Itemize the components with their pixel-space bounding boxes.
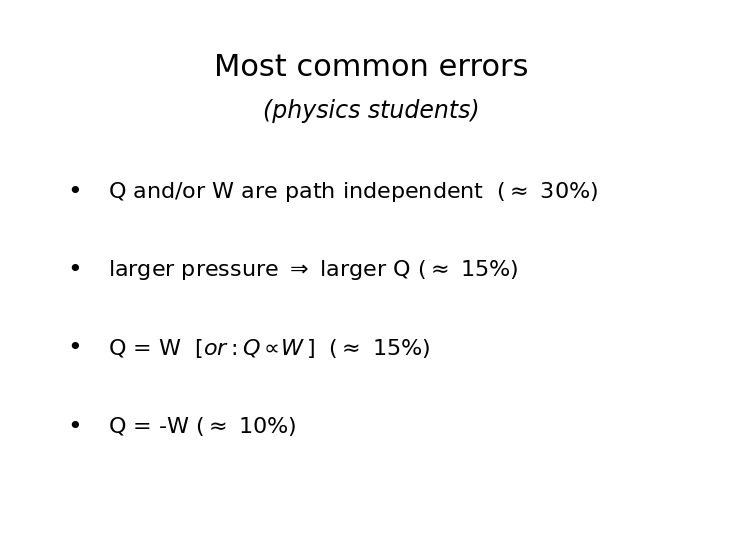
Text: Q = -W ($\approx$ 10%): Q = -W ($\approx$ 10%) [108,415,296,438]
Text: Q = W  $[or : Q \propto\!W\,]$  ($\approx$ 15%): Q = W $[or : Q \propto\!W\,]$ ($\approx$… [108,337,430,360]
Text: larger pressure $\Rightarrow$ larger Q ($\approx$ 15%): larger pressure $\Rightarrow$ larger Q (… [108,258,518,282]
Text: •: • [67,258,82,282]
Text: •: • [67,415,82,438]
Text: (physics students): (physics students) [263,99,479,123]
Text: •: • [67,180,82,204]
Text: Q and/or W are path independent  ($\approx$ 30%): Q and/or W are path independent ($\appro… [108,180,598,204]
Text: Most common errors: Most common errors [214,53,528,82]
Text: •: • [67,336,82,360]
